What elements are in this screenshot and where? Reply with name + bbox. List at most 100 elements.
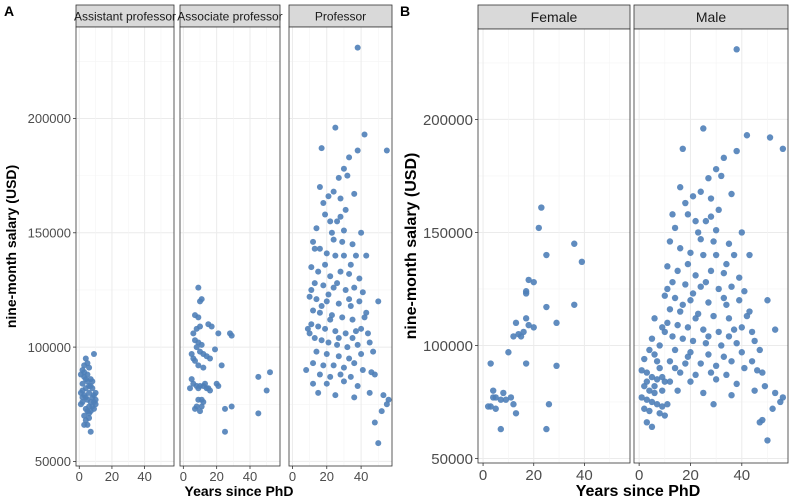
data-point [327,373,334,380]
data-point [310,360,317,367]
data-point [328,229,335,236]
data-point [84,360,91,367]
y-tick-label: 150000 [423,225,473,242]
data-point [659,373,666,381]
data-point [354,147,361,154]
data-point [543,425,550,433]
data-point [79,394,86,401]
data-point [215,382,222,389]
data-point [653,358,661,365]
data-point [759,369,766,376]
data-point [725,333,733,340]
data-point [661,412,668,419]
data-point [733,147,740,155]
data-point [318,145,325,152]
data-point [89,378,96,385]
data-point [728,358,735,365]
data-point [738,324,745,331]
panel-border [75,26,175,467]
data-point [671,364,679,372]
data-point [679,301,686,308]
data-point [79,380,86,387]
data-point [736,274,743,281]
data-point [332,328,339,335]
panel-background [289,27,392,466]
data-point [356,298,363,305]
data-point [725,315,733,322]
data-point [315,268,322,275]
data-point [571,240,578,247]
data-point [315,323,322,330]
data-point [334,218,341,225]
x-axis-title: Years since PhD [576,483,701,500]
data-point [492,394,499,401]
data-point [347,302,354,309]
data-point [723,301,730,308]
data-point [306,330,313,337]
data-point [674,387,681,394]
data-point [712,251,720,259]
data-point [723,260,730,268]
data-point [323,350,330,357]
facet-label: Male [696,9,727,25]
data-point [578,258,586,266]
data-point [320,282,327,289]
data-point [733,380,740,388]
data-point [77,389,84,396]
data-point [335,334,342,341]
data-point [318,337,325,344]
data-point [777,398,784,406]
data-point [720,269,728,277]
data-point [81,369,88,376]
data-point [497,396,504,403]
data-point [746,308,753,315]
data-point [92,401,99,408]
x-tick-label: 40 [137,469,151,484]
data-point [92,389,99,396]
data-point [77,401,84,408]
y-tick-label: 200000 [423,112,473,129]
data-point [346,270,353,277]
data-point [385,396,392,403]
data-point [383,147,390,154]
data-point [330,362,337,369]
data-point [315,389,322,396]
panel-tag-b: B [400,3,410,19]
data-point [303,366,310,373]
data-point [325,193,332,200]
data-point [351,190,358,197]
data-point [323,250,330,257]
data-point [342,206,349,213]
data-point [671,346,679,354]
data-point [666,378,674,385]
facet-label: Professor [315,9,366,23]
data-point [638,394,645,401]
data-point [648,423,656,431]
panel-border [179,26,281,467]
data-point [643,396,651,403]
data-point [351,360,358,367]
data-point [666,306,674,313]
data-point [363,309,370,316]
data-point [375,298,382,305]
data-point [553,319,560,327]
data-point [339,238,346,245]
data-point [641,405,648,412]
data-point [215,330,222,337]
data-point [682,199,689,207]
data-point [694,229,702,236]
data-point [718,172,725,180]
y-tick-label: 100000 [28,340,71,355]
data-point [487,360,494,367]
data-point [659,387,666,394]
facet-label: Female [531,9,578,25]
data-point [700,125,707,132]
data-point [310,238,317,245]
data-point [86,364,93,371]
data-point [308,321,315,328]
facet-label: Associate professor [177,9,282,23]
data-point [730,326,738,333]
x-axis-title: Years since PhD [185,483,294,499]
data-point [267,369,273,376]
data-point [543,251,550,259]
